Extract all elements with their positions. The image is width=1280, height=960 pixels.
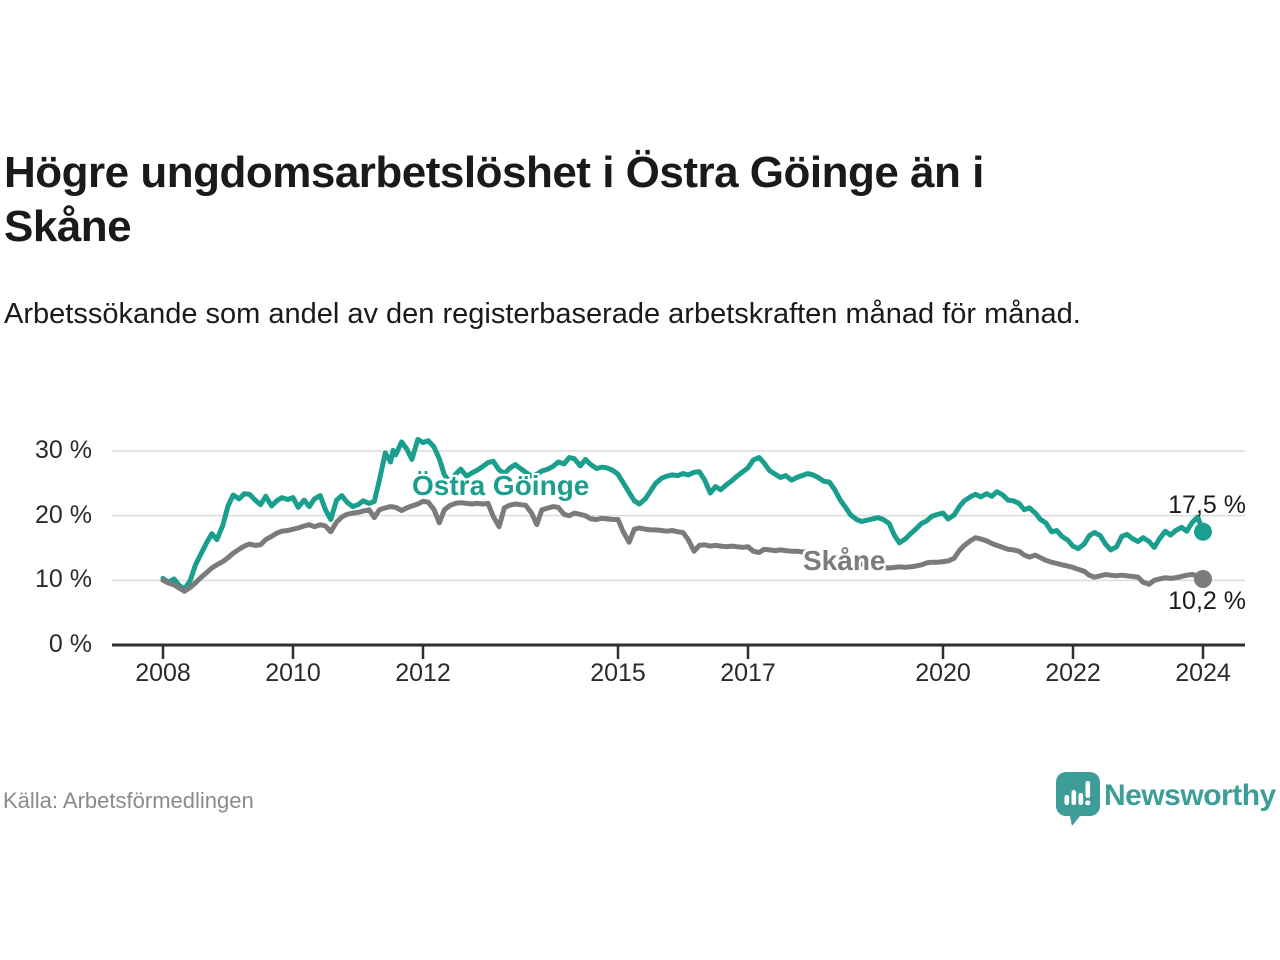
x-tick-label: 2022 <box>1045 659 1101 687</box>
end-dot-0 <box>1194 522 1212 541</box>
x-tick-label: 2017 <box>720 659 776 687</box>
series-label-skane: Skåne <box>803 545 886 576</box>
data-line-1 <box>160 498 1206 594</box>
y-tick-label: 20 % <box>35 500 92 529</box>
y-tick-label: 10 % <box>35 565 92 594</box>
brand-name: Newsworthy <box>1104 779 1276 812</box>
x-tick-label: 2020 <box>915 659 971 687</box>
y-tick-label: 0 % <box>48 630 92 658</box>
x-tick-label: 2012 <box>395 659 451 687</box>
data-line-0 <box>160 436 1206 592</box>
x-tick-label: 2010 <box>265 659 321 687</box>
page-title: Högre ungdomsarbetslöshet i Östra Göinge… <box>4 148 984 251</box>
chart-subtitle: Arbetssökande som andel av den registerb… <box>4 298 1081 330</box>
end-value-label-ostra-goinge: 17,5 % <box>1168 491 1246 519</box>
newsworthy-logo-icon <box>1056 772 1100 826</box>
x-tick-label: 2008 <box>135 659 191 687</box>
series-label-ostra-goinge: Östra Göinge <box>412 470 590 501</box>
x-tick-label: 2015 <box>590 659 646 687</box>
end-dot-1 <box>1194 570 1212 588</box>
x-tick-label: 2024 <box>1175 659 1231 687</box>
y-tick-label: 30 % <box>35 435 92 464</box>
end-value-label-skane: 10,2 % <box>1168 587 1246 615</box>
source-credit: Källa: Arbetsförmedlingen <box>3 788 254 813</box>
